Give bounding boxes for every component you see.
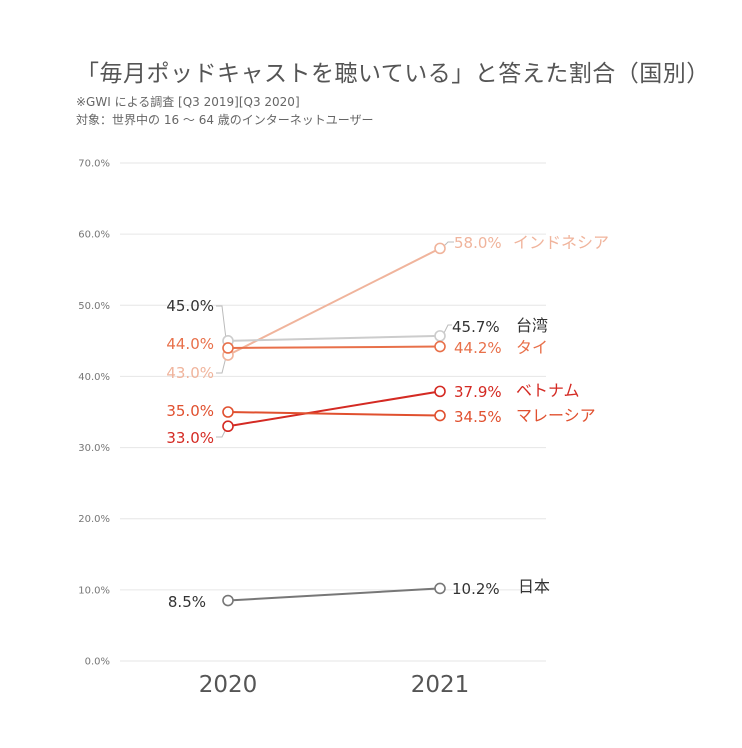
data-label: 37.9% [454,383,502,401]
x-tick-label: 2020 [199,672,258,698]
y-tick-label: 60.0% [78,230,110,241]
series-line [227,334,441,342]
y-tick-label: 70.0% [78,159,110,170]
y-tick-label: 20.0% [78,514,110,525]
data-label: 44.0% [166,335,214,353]
series-line [227,390,441,428]
y-tick-label: 10.0% [78,585,110,596]
x-tick-label: 2021 [411,672,470,698]
data-label: 8.5% [168,593,206,611]
series-name-label: 日本 [518,577,550,596]
leader-line [216,428,227,438]
series-name-label: マレーシア [516,406,596,425]
leader-line [442,324,452,336]
y-tick-label: 0.0% [85,657,110,668]
y-tick-label: 40.0% [78,372,110,383]
leader-line [216,305,227,340]
y-tick-label: 50.0% [78,301,110,312]
y-tick-label: 30.0% [78,443,110,454]
leader-line [216,356,227,374]
series-line [227,345,441,349]
data-label: 45.7% [452,318,500,336]
data-label: 35.0% [166,402,214,420]
data-point [434,385,446,398]
series-line [227,247,441,356]
series-line [227,411,441,417]
series-name-label: ベトナム [516,381,580,400]
data-point [434,242,446,255]
data-point [222,420,234,433]
data-label: 58.0% [454,234,502,252]
series-name-label: 台湾 [516,316,548,335]
data-label: 43.0% [166,364,214,382]
data-point [434,582,446,595]
data-point [434,409,446,422]
chart-title: 「毎月ポッドキャストを聴いている」と答えた割合（国別） [76,61,710,87]
data-point [222,594,234,607]
series-name-label: タイ [516,338,548,357]
data-label: 10.2% [452,580,500,598]
data-label: 33.0% [166,429,214,447]
data-point [434,330,446,342]
series-line [227,587,441,602]
data-point [434,340,446,353]
data-point [222,406,234,418]
data-label: 34.5% [454,408,502,426]
source-note: ※GWI による調査 [Q3 2019][Q3 2020] [76,95,300,109]
series-name-label: インドネシア [513,233,609,252]
data-point [222,342,234,354]
target-note: 対象：世界中の 16 〜 64 歳のインターネットユーザー [76,113,374,127]
data-label: 44.2% [454,339,502,357]
data-label: 45.0% [166,297,214,315]
